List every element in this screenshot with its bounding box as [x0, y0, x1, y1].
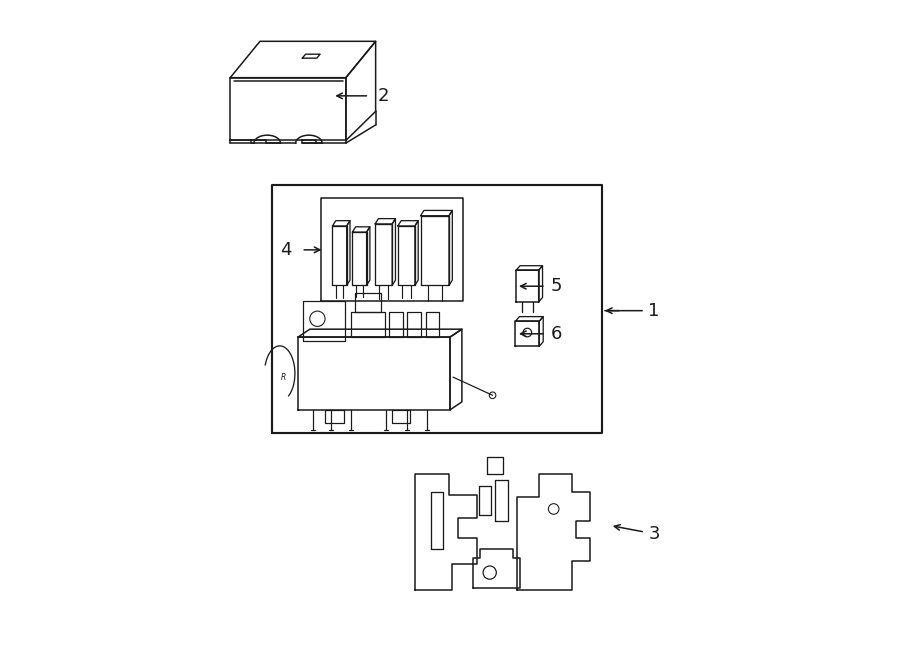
Text: 4: 4 — [280, 241, 292, 259]
Text: 1: 1 — [648, 301, 660, 320]
Text: 2: 2 — [377, 87, 389, 105]
Text: 6: 6 — [551, 325, 562, 343]
Text: 3: 3 — [648, 525, 660, 543]
Text: 5: 5 — [551, 277, 562, 295]
Text: R: R — [281, 373, 285, 381]
